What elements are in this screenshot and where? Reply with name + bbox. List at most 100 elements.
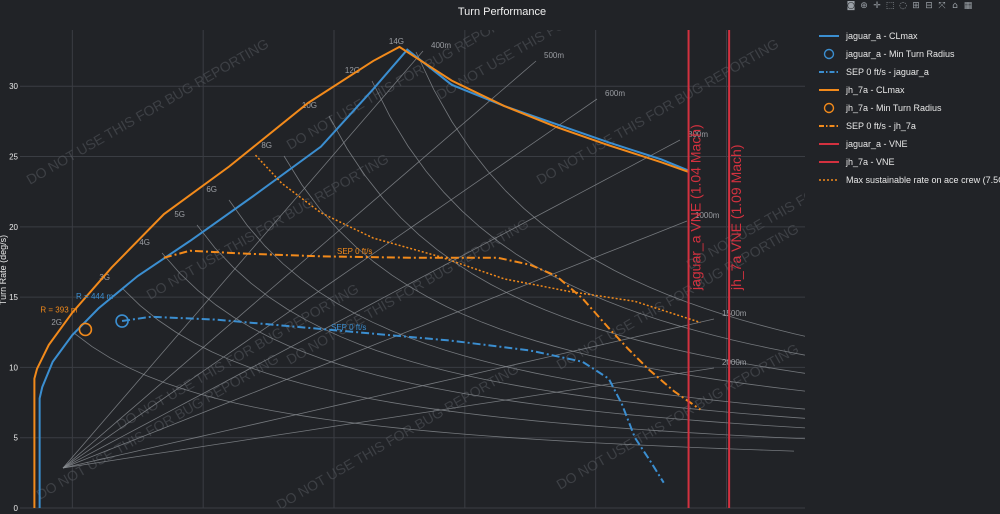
g-load-line bbox=[228, 199, 805, 410]
series-line bbox=[163, 249, 701, 411]
legend-item[interactable]: jh_7a - VNE bbox=[818, 153, 1000, 171]
y-tick-label: 25 bbox=[9, 153, 18, 162]
g-load-line bbox=[121, 287, 805, 440]
chart-title: Turn Performance bbox=[458, 6, 546, 18]
y-tick-label: 5 bbox=[14, 434, 19, 443]
plotly-logo-icon[interactable]: ▦ bbox=[963, 1, 973, 11]
g-load-label: 4G bbox=[139, 238, 150, 247]
watermark-text: DO NOT USE THIS FOR BUG REPORTING bbox=[554, 340, 802, 492]
radius-line bbox=[62, 139, 681, 469]
y-tick-label: 15 bbox=[9, 293, 18, 302]
camera-icon[interactable]: ◙ bbox=[846, 1, 856, 11]
vne-label: jaguar_a VNE (1.04 Mach) bbox=[688, 124, 704, 291]
legend-item[interactable]: jaguar_a - Min Turn Radius bbox=[818, 45, 1000, 63]
y-tick-label: 30 bbox=[9, 82, 18, 91]
radius-label: 600m bbox=[605, 89, 625, 98]
min-turn-radius-marker bbox=[78, 322, 93, 337]
g-load-line bbox=[371, 80, 805, 356]
zoom-in-icon[interactable]: ⊞ bbox=[912, 1, 920, 11]
legend-swatch-icon bbox=[819, 143, 839, 145]
radius-line bbox=[62, 318, 715, 469]
radius-line bbox=[62, 60, 537, 469]
home-icon[interactable]: ⌂ bbox=[952, 1, 958, 11]
radius-line bbox=[62, 367, 715, 469]
radius-label: 1500m bbox=[722, 309, 747, 318]
g-load-label: 10G bbox=[302, 101, 317, 110]
legend-item[interactable]: Max sustainable rate on ace crew (7.5G) bbox=[818, 171, 1000, 189]
autoscale-icon[interactable]: ⤧ bbox=[938, 1, 946, 11]
sep-label: SEP 0 ft/s bbox=[331, 323, 366, 332]
g-load-line bbox=[415, 51, 805, 337]
legend-item[interactable]: jh_7a - Min Turn Radius bbox=[818, 99, 1000, 117]
radius-line bbox=[62, 50, 424, 469]
g-load-label: 3G bbox=[99, 273, 110, 282]
y-tick-label: 0 bbox=[14, 504, 19, 513]
g-load-label: 6G bbox=[206, 185, 217, 194]
watermark-text: DO NOT USE THIS FOR BUG REPORTING bbox=[534, 35, 782, 187]
legend-label: jaguar_a - Min Turn Radius bbox=[846, 49, 955, 59]
legend-item[interactable]: jaguar_a - VNE bbox=[818, 135, 1000, 153]
radius-line bbox=[62, 220, 688, 469]
g-load-label: 12G bbox=[345, 66, 360, 75]
legend-item[interactable]: jh_7a - CLmax bbox=[818, 81, 1000, 99]
radius-label: 500m bbox=[544, 51, 564, 60]
legend-swatch-icon bbox=[819, 35, 839, 37]
watermark-text: DO NOT USE THIS FOR BUG REPORTING bbox=[114, 280, 362, 432]
g-load-label: 8G bbox=[261, 141, 272, 150]
zoom-icon[interactable]: ⊕ bbox=[860, 1, 868, 11]
select-box-icon[interactable]: ⬚ bbox=[885, 1, 895, 11]
legend-swatch-icon bbox=[823, 102, 835, 114]
series-line bbox=[33, 45, 689, 508]
series-layer bbox=[33, 30, 731, 508]
legend-label: Max sustainable rate on ace crew (7.5G) bbox=[846, 175, 1000, 185]
radius-label: 1000m bbox=[695, 211, 720, 220]
watermark-text: DO NOT USE THIS FOR BUG REPORTING bbox=[274, 360, 522, 512]
legend: jaguar_a - CLmax jaguar_a - Min Turn Radi… bbox=[818, 27, 1000, 189]
legend-label: jh_7a - CLmax bbox=[846, 85, 905, 95]
legend-swatch-icon bbox=[819, 89, 839, 91]
plot-toolbar: ◙ ⊕ ✛ ⬚ ◌ ⊞ ⊟ ⤧ ⌂ ▦ bbox=[846, 0, 973, 14]
series-line bbox=[38, 48, 689, 508]
series-line bbox=[254, 154, 701, 324]
legend-swatch-icon bbox=[819, 179, 839, 181]
legend-swatch-icon bbox=[819, 71, 839, 73]
vne-label: jh_7a VNE (1.09 Mach) bbox=[728, 144, 744, 291]
radius-line bbox=[62, 98, 598, 469]
watermark-text: DO NOT USE THIS FOR BUG REPORTING bbox=[284, 0, 532, 152]
legend-label: jaguar_a - CLmax bbox=[846, 31, 918, 41]
legend-label: SEP 0 ft/s - jaguar_a bbox=[846, 67, 929, 77]
g-load-label: 14G bbox=[389, 37, 404, 46]
y-axis-label: Turn Rate (deg/s) bbox=[0, 235, 8, 305]
legend-swatch-icon bbox=[819, 161, 839, 163]
g-load-label: 2G bbox=[51, 318, 62, 327]
legend-label: jaguar_a - VNE bbox=[846, 139, 908, 149]
y-tick-label: 20 bbox=[9, 223, 18, 232]
pan-icon[interactable]: ✛ bbox=[873, 1, 881, 11]
y-tick-label: 10 bbox=[9, 363, 18, 372]
zoom-out-icon[interactable]: ⊟ bbox=[925, 1, 933, 11]
g-load-line bbox=[161, 252, 805, 429]
legend-label: jh_7a - Min Turn Radius bbox=[846, 103, 942, 113]
sep-label: SEP 0 ft/s bbox=[337, 247, 372, 256]
min-turn-radius-label: R = 444 m bbox=[76, 292, 113, 301]
legend-item[interactable]: SEP 0 ft/s - jh_7a bbox=[818, 117, 1000, 135]
min-turn-radius-label: R = 393 m bbox=[40, 305, 77, 314]
legend-label: jh_7a - VNE bbox=[846, 157, 895, 167]
g-load-line bbox=[283, 155, 805, 392]
legend-item[interactable]: SEP 0 ft/s - jaguar_a bbox=[818, 63, 1000, 81]
g-load-label: 5G bbox=[174, 210, 185, 219]
g-load-line bbox=[73, 332, 795, 452]
watermark-text: DO NOT USE THIS FOR BUG REPORTING bbox=[24, 35, 272, 187]
radius-label: 800m bbox=[688, 130, 708, 139]
legend-swatch-icon bbox=[819, 125, 839, 127]
guide-lines bbox=[62, 50, 805, 469]
radius-label: 2000m bbox=[722, 358, 747, 367]
legend-label: SEP 0 ft/s - jh_7a bbox=[846, 121, 916, 131]
legend-item[interactable]: jaguar_a - CLmax bbox=[818, 27, 1000, 45]
legend-swatch-icon bbox=[823, 48, 835, 60]
lasso-icon[interactable]: ◌ bbox=[899, 1, 907, 11]
radius-label: 400m bbox=[431, 41, 451, 50]
